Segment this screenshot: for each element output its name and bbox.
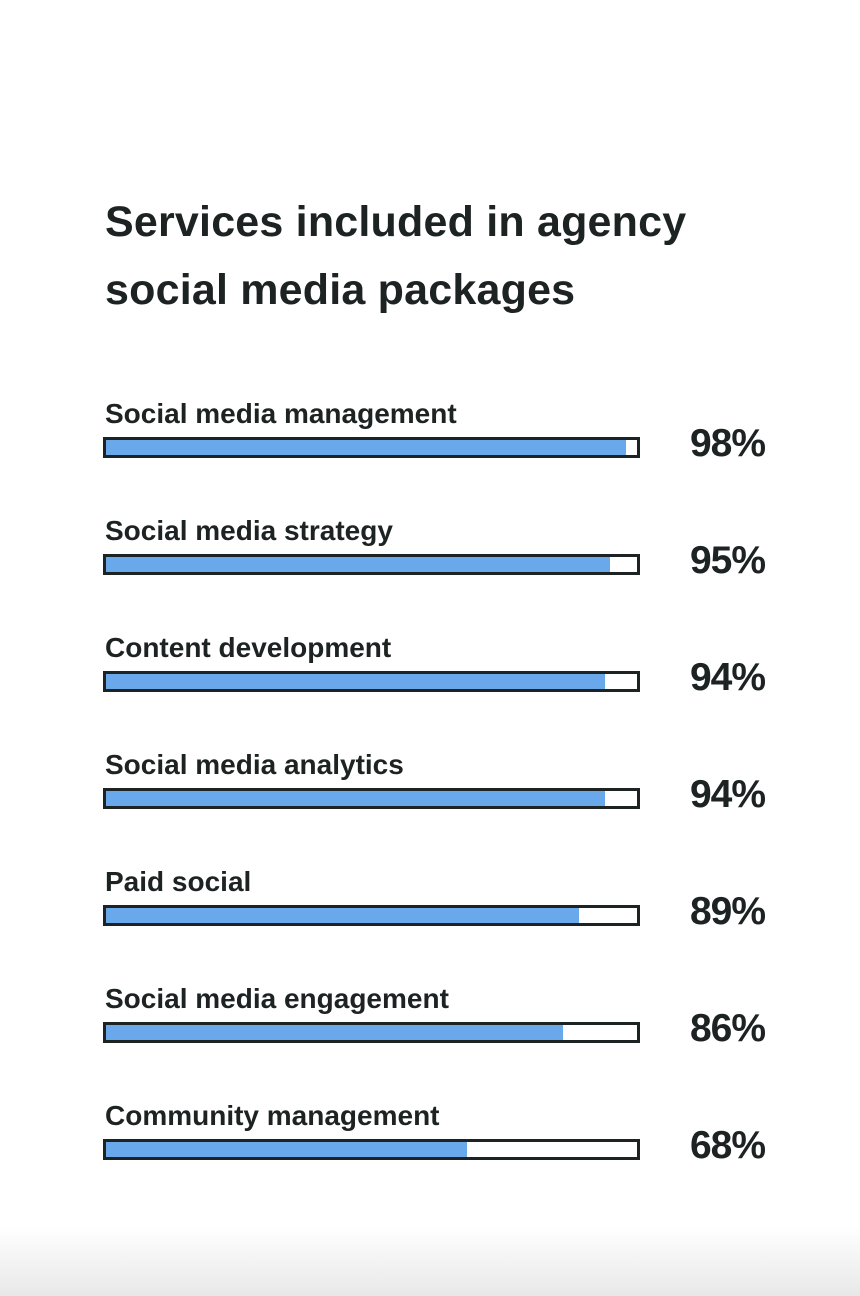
- bar-row: Content development 94%: [103, 631, 773, 731]
- bar-track: [103, 1139, 640, 1160]
- bar-fill: [106, 791, 606, 806]
- bar-fill: [106, 1025, 563, 1040]
- bar-fill: [106, 557, 611, 572]
- bar-label: Social media strategy: [105, 515, 393, 546]
- bar-label: Social media management: [105, 398, 457, 429]
- bar-track: [103, 905, 640, 926]
- bar-fill: [106, 1142, 468, 1157]
- bar-row: Social media engagement 86%: [103, 982, 773, 1082]
- bar-label: Paid social: [105, 866, 252, 897]
- value-label: 68%: [689, 1124, 766, 1167]
- bar-track: [103, 554, 640, 575]
- bar-track: [103, 788, 640, 809]
- value-label: 94%: [689, 656, 766, 699]
- bar-track: [103, 1022, 640, 1043]
- value-label: 94%: [689, 773, 766, 816]
- bar-track: [103, 437, 640, 458]
- bar-label: Community management: [105, 1100, 440, 1131]
- value-label: 86%: [689, 1007, 766, 1050]
- bar-row: Social media strategy 95%: [103, 514, 773, 614]
- bar-fill: [106, 440, 627, 455]
- bar-row: Social media management 98%: [103, 397, 773, 497]
- value-label: 98%: [689, 422, 766, 465]
- bar-track: [103, 671, 640, 692]
- value-label: 89%: [689, 890, 766, 933]
- bar-label: Social media analytics: [105, 749, 404, 780]
- bar-label: Content development: [105, 632, 392, 663]
- bar-fill: [106, 908, 579, 923]
- chart-title: Services included in agency social media…: [105, 198, 687, 314]
- value-label: 95%: [689, 539, 766, 582]
- bottom-fade: [0, 1226, 860, 1296]
- bar-row: Community management 68%: [103, 1099, 773, 1199]
- bar-fill: [106, 674, 606, 689]
- bar-label: Social media engagement: [105, 983, 449, 1014]
- bar-row: Paid social 89%: [103, 865, 773, 965]
- bar-row: Social media analytics 94%: [103, 748, 773, 848]
